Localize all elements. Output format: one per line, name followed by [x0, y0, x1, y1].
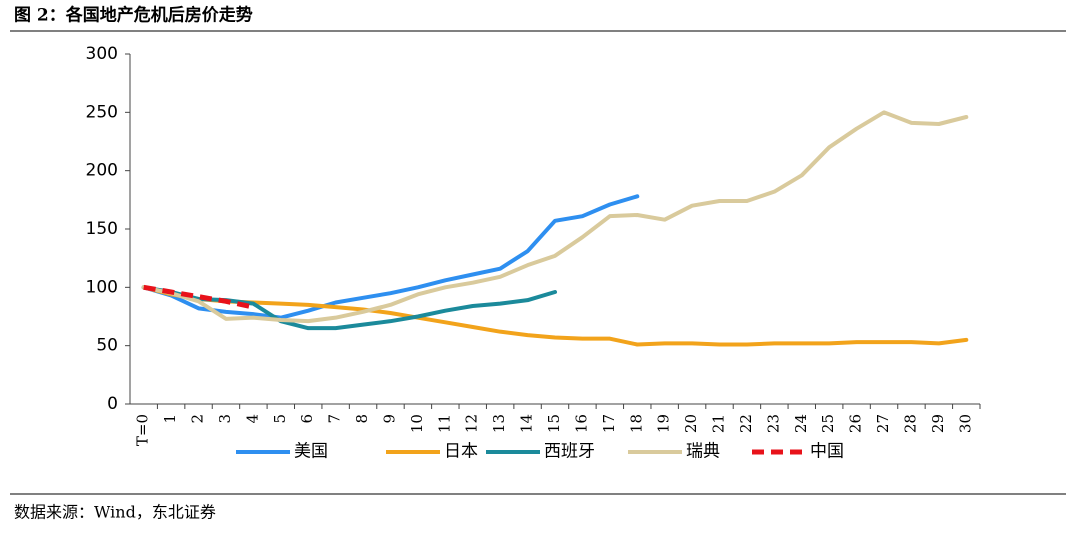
- x-tick-label: 19: [655, 414, 673, 433]
- x-tick-label: 14: [518, 414, 536, 433]
- y-tick-label: 0: [107, 394, 118, 414]
- series-line: [141, 285, 969, 347]
- x-tick-label: 8: [353, 414, 371, 424]
- x-tick-label: 1: [161, 414, 179, 424]
- x-tick-label: T=0: [134, 414, 152, 446]
- legend-label: 美国: [294, 442, 328, 462]
- x-tick-label: 15: [545, 414, 563, 433]
- series-line: [141, 110, 969, 324]
- x-tick-label: 24: [792, 414, 810, 433]
- x-tick-label: 10: [408, 414, 426, 433]
- x-tick-label: 21: [710, 414, 728, 433]
- y-tick-label: 300: [86, 44, 118, 64]
- x-tick-label: 27: [874, 414, 892, 433]
- x-tick-label: 12: [463, 414, 481, 433]
- legend-label: 瑞典: [686, 442, 720, 462]
- x-tick-label: 28: [901, 414, 919, 433]
- y-tick-label: 100: [86, 277, 118, 297]
- y-tick-label: 250: [86, 102, 118, 122]
- legend-label: 中国: [810, 442, 844, 462]
- x-tick-label: 22: [737, 414, 755, 433]
- x-tick-label: 17: [600, 414, 618, 433]
- chart-title: 图 2：各国地产危机后房价走势: [14, 5, 253, 26]
- y-tick-label: 200: [86, 161, 118, 181]
- legend-label: 日本: [444, 442, 478, 462]
- x-tick-label: 26: [847, 414, 865, 433]
- x-tick-label: 23: [764, 414, 782, 433]
- x-tick-label: 29: [929, 414, 947, 433]
- x-tick-label: 7: [326, 414, 344, 424]
- x-tick-label: 4: [243, 414, 261, 424]
- x-tick-label: 30: [956, 414, 974, 433]
- x-tick-label: 9: [380, 414, 398, 424]
- y-tick-label: 50: [96, 336, 118, 356]
- source: 数据来源：Wind，东北证券: [14, 503, 216, 522]
- x-tick-label: 2: [189, 414, 207, 424]
- y-tick-label: 150: [86, 219, 118, 239]
- x-tick-label: 25: [819, 414, 837, 433]
- x-tick-label: 18: [627, 414, 645, 433]
- x-tick-label: 13: [490, 414, 508, 433]
- legend-label: 西班牙: [544, 442, 595, 462]
- series-line: [141, 194, 640, 320]
- x-tick-label: 11: [435, 414, 453, 433]
- x-tick-label: 5: [271, 414, 289, 424]
- x-tick-label: 6: [298, 414, 316, 424]
- x-tick-label: 16: [572, 414, 590, 433]
- x-tick-label: 3: [216, 414, 234, 424]
- x-tick-label: 20: [682, 414, 700, 433]
- series-line: [141, 285, 557, 331]
